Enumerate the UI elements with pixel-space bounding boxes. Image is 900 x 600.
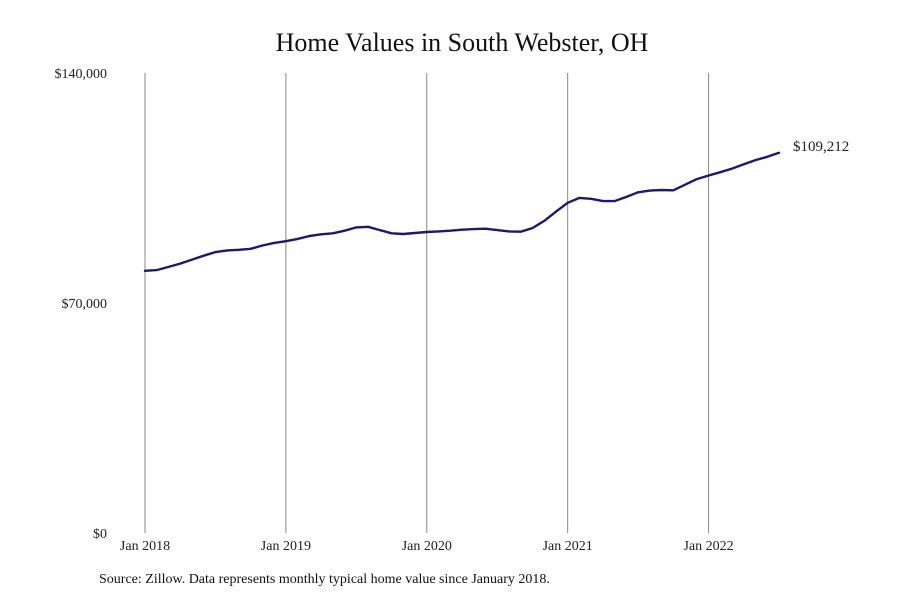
y-axis-tick-labels: $0 $70,000 $140,000 <box>55 67 108 542</box>
x-tick-label: Jan 2018 <box>120 539 170 554</box>
x-tick-label: Jan 2019 <box>261 539 311 554</box>
x-axis-tick-labels: Jan 2018 Jan 2019 Jan 2020 Jan 2021 Jan 2022 <box>120 539 734 554</box>
y-tick-label: $140,000 <box>55 67 108 82</box>
y-tick-label: $0 <box>93 527 107 542</box>
x-tick-label: Jan 2021 <box>543 539 593 554</box>
home-value-series-line <box>143 151 781 272</box>
x-tick-label: Jan 2020 <box>402 539 452 554</box>
chart-title: Home Values in South Webster, OH <box>275 28 649 57</box>
latest-value-label: $109,212 <box>793 139 849 155</box>
y-tick-label: $70,000 <box>62 297 108 312</box>
vertical-gridlines <box>144 73 710 533</box>
source-note: Source: Zillow. Data represents monthly … <box>99 572 550 587</box>
x-tick-label: Jan 2022 <box>683 539 733 554</box>
